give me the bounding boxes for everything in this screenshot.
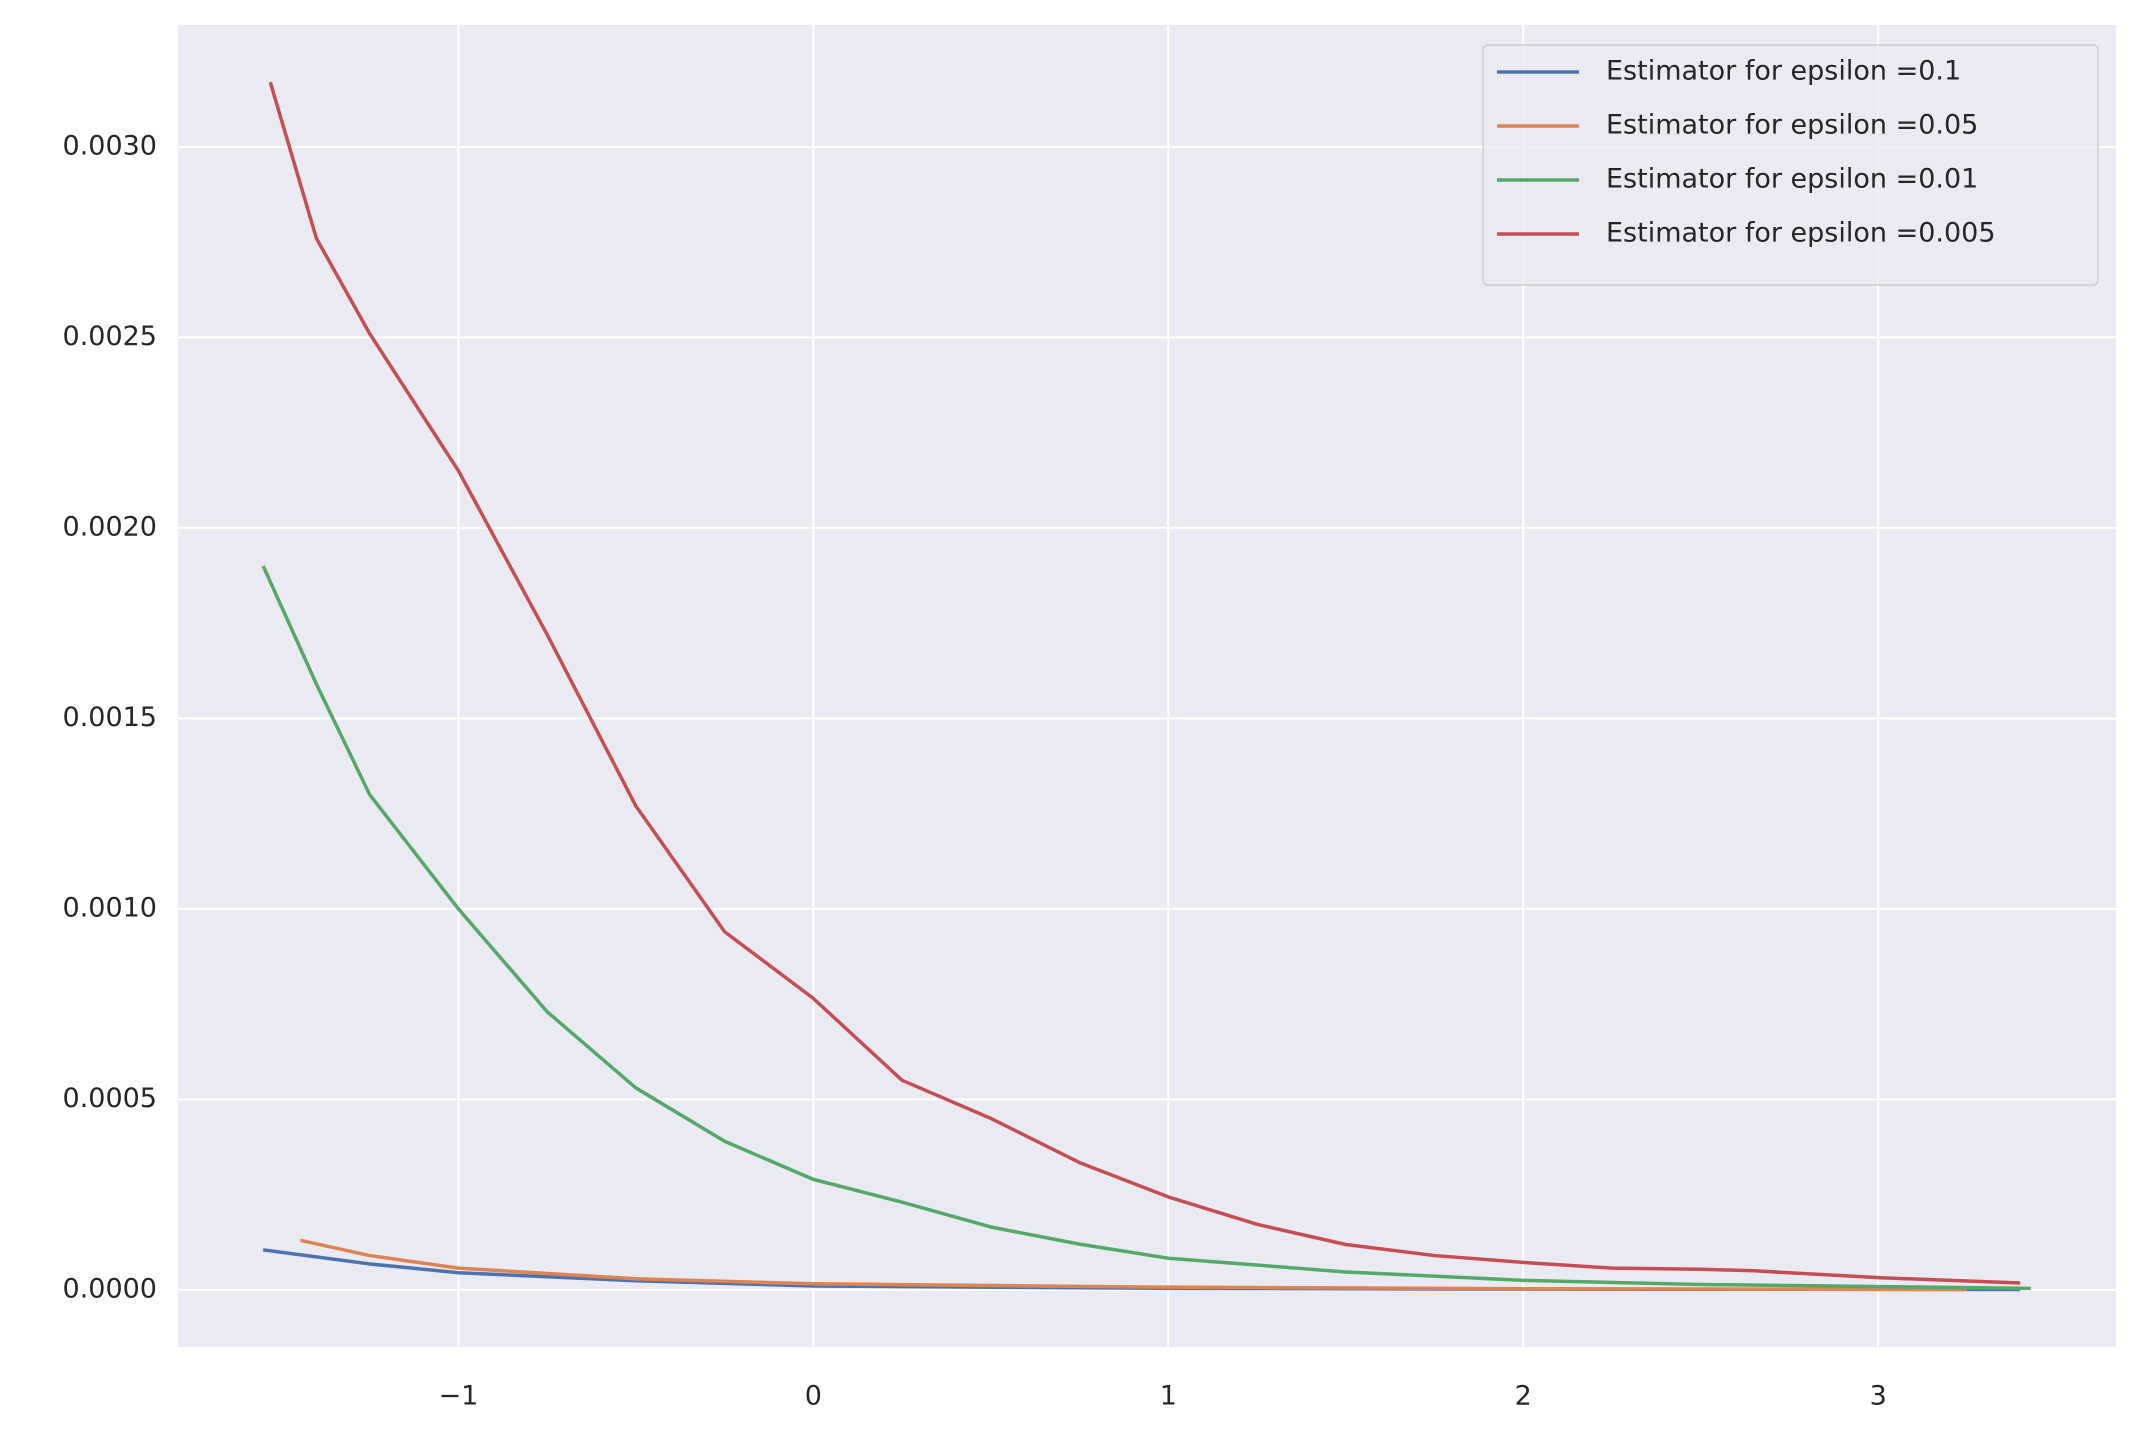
- y-tick-label: 0.0015: [63, 702, 157, 733]
- x-tick-label: −1: [439, 1381, 479, 1412]
- legend-label: Estimator for epsilon =0.05: [1606, 110, 1978, 141]
- legend-box: [1482, 44, 2099, 286]
- data-line: [268, 81, 2021, 1285]
- x-tick-label: 0: [805, 1381, 822, 1412]
- x-tick-label: 1: [1160, 1381, 1177, 1412]
- data-line: [261, 565, 2031, 1291]
- legend-label: Estimator for epsilon =0.005: [1606, 218, 1996, 249]
- y-tick-label: 0.0005: [63, 1083, 157, 1114]
- y-tick-label: 0.0025: [63, 321, 157, 352]
- x-tick-label: 3: [1870, 1381, 1887, 1412]
- y-tick-label: 0.0030: [63, 130, 157, 161]
- y-tick-label: 0.0010: [63, 892, 157, 923]
- y-tick-label: 0.0000: [63, 1273, 157, 1304]
- y-tick-label: 0.0020: [63, 511, 157, 542]
- data-line: [300, 1238, 1967, 1292]
- legend-label: Estimator for epsilon =0.01: [1606, 164, 1978, 195]
- legend-label: Estimator for epsilon =0.1: [1606, 56, 1961, 87]
- x-tick-label: 2: [1515, 1381, 1532, 1412]
